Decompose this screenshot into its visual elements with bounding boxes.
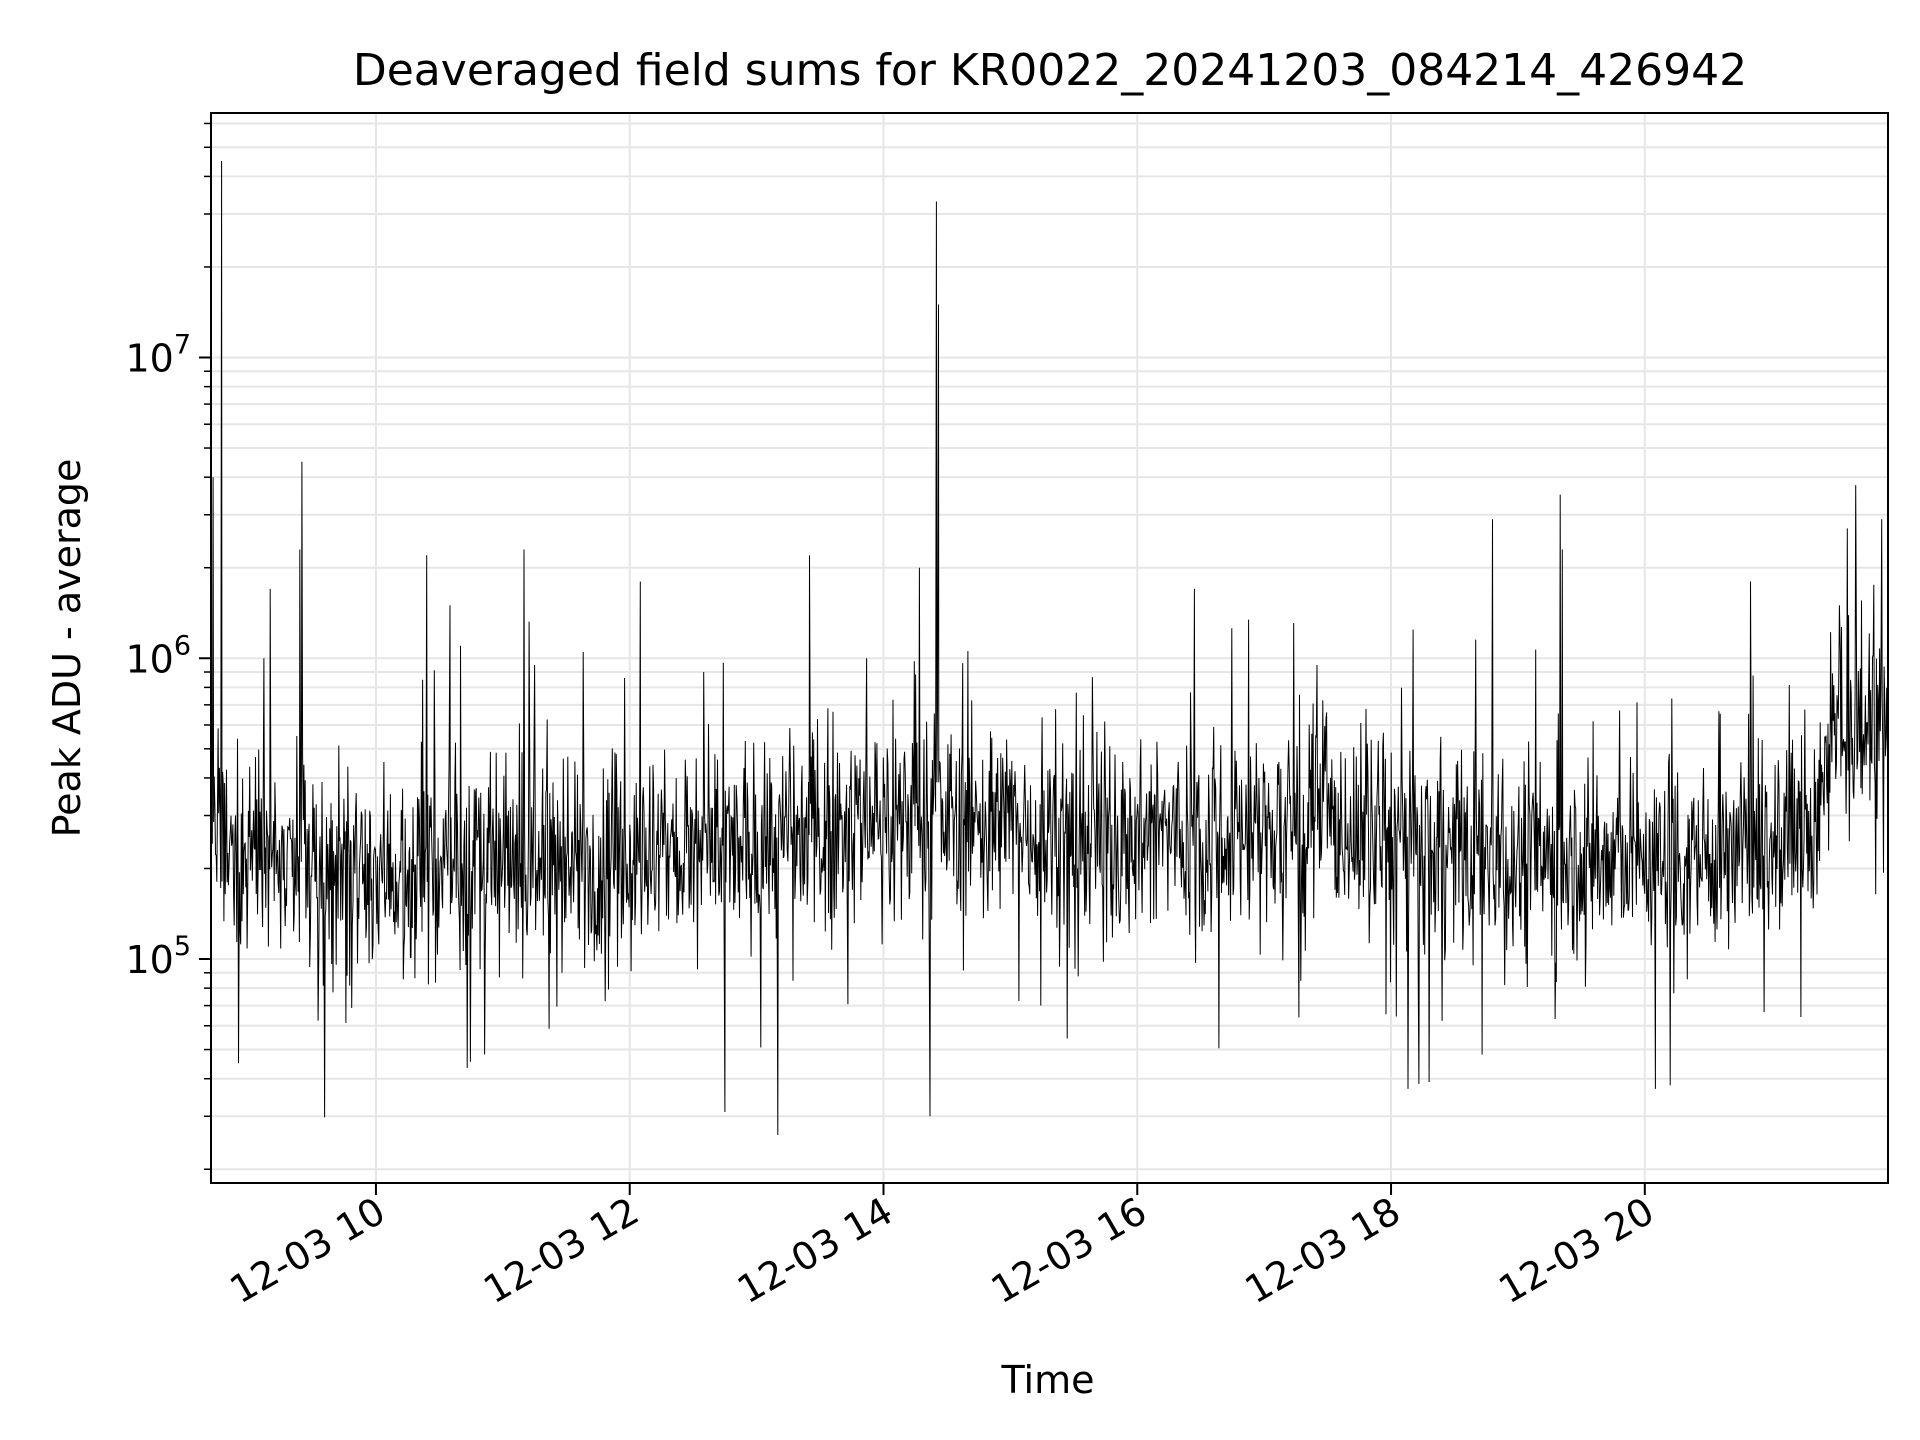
series-line bbox=[211, 160, 1888, 1136]
y-axis-label: Peak ADU - average bbox=[45, 459, 89, 838]
major-gridlines bbox=[211, 113, 1888, 1183]
x-tick-label: 12-03 10 bbox=[222, 1189, 392, 1313]
y-tick-label: 105 bbox=[125, 931, 191, 982]
chart-title: Deaveraged field sums for KR0022_2024120… bbox=[353, 45, 1747, 96]
x-axis: 12-03 10 12-03 12 12-03 14 12-03 16 12-03 18… bbox=[222, 1183, 1661, 1312]
y-axis: 105 106 107 bbox=[125, 122, 211, 1170]
x-tick-label: 12-03 16 bbox=[984, 1189, 1154, 1313]
plot-frame bbox=[210, 112, 1889, 1184]
y-tick-label: 106 bbox=[125, 630, 191, 681]
x-tick-label: 12-03 18 bbox=[1238, 1189, 1408, 1313]
x-tick-label: 12-03 14 bbox=[730, 1189, 900, 1313]
x-tick-label: 12-03 12 bbox=[476, 1189, 646, 1313]
x-axis-label: Time bbox=[1001, 1358, 1095, 1402]
minor-gridlines bbox=[211, 122, 1888, 1171]
y-tick-label: 107 bbox=[125, 329, 191, 380]
x-tick-label: 12-03 20 bbox=[1491, 1189, 1661, 1313]
